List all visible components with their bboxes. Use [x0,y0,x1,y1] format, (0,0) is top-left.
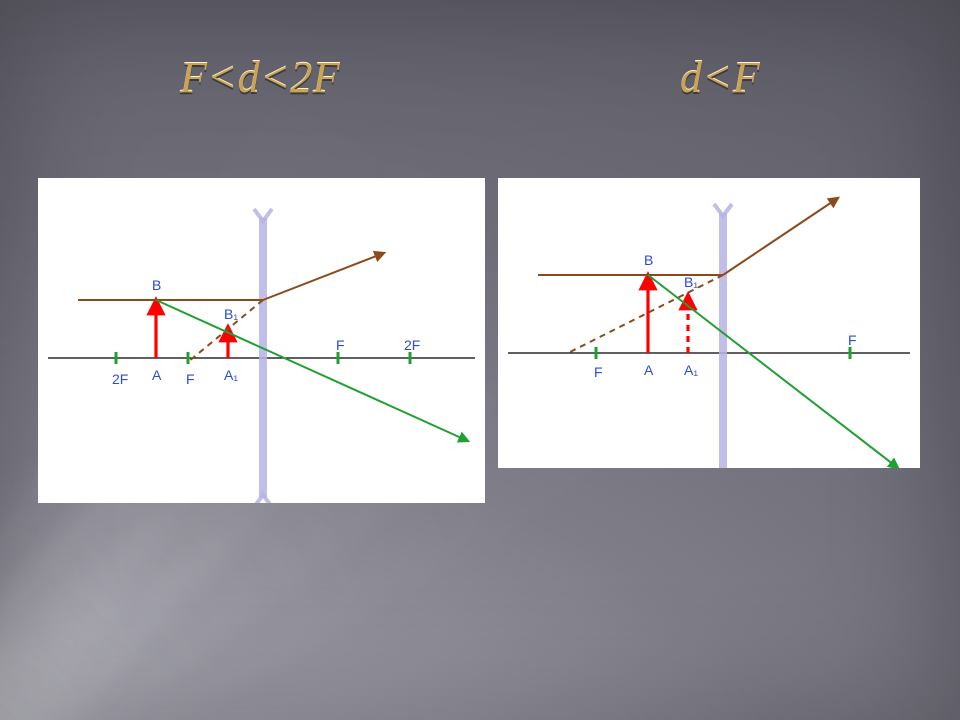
slide: F<d<2F d<F 2F F F 2F A B A₁ B₁ F F A B A₁ B₁ [0,0,960,720]
label-A1: A₁ [224,367,238,383]
title-left: F<d<2F [180,52,340,103]
label-B1: B₁ [684,274,698,290]
diagram-panel-right: F F A B A₁ B₁ [498,178,920,468]
label-B1: B₁ [224,306,238,322]
lens-cap-top [254,209,272,221]
lens-cap-bottom [254,495,272,503]
focal-label: F [186,371,195,387]
focal-label: F [594,364,603,380]
ray-parallel-refracted [723,198,838,275]
diagram-panel-left: 2F F F 2F A B A₁ B₁ [38,178,485,503]
ray-parallel-refracted [263,253,384,300]
focal-label: 2F [112,371,128,387]
label-A1: A₁ [684,362,698,378]
focal-label: F [848,332,857,348]
lens-cap-top [714,204,732,216]
label-A: A [152,367,162,383]
focal-label: F [336,337,345,353]
ray-focal [156,300,468,441]
label-B: B [644,252,653,268]
focal-label: 2F [404,337,420,353]
label-A: A [644,362,654,378]
title-right: d<F [680,52,760,103]
label-B: B [152,277,161,293]
